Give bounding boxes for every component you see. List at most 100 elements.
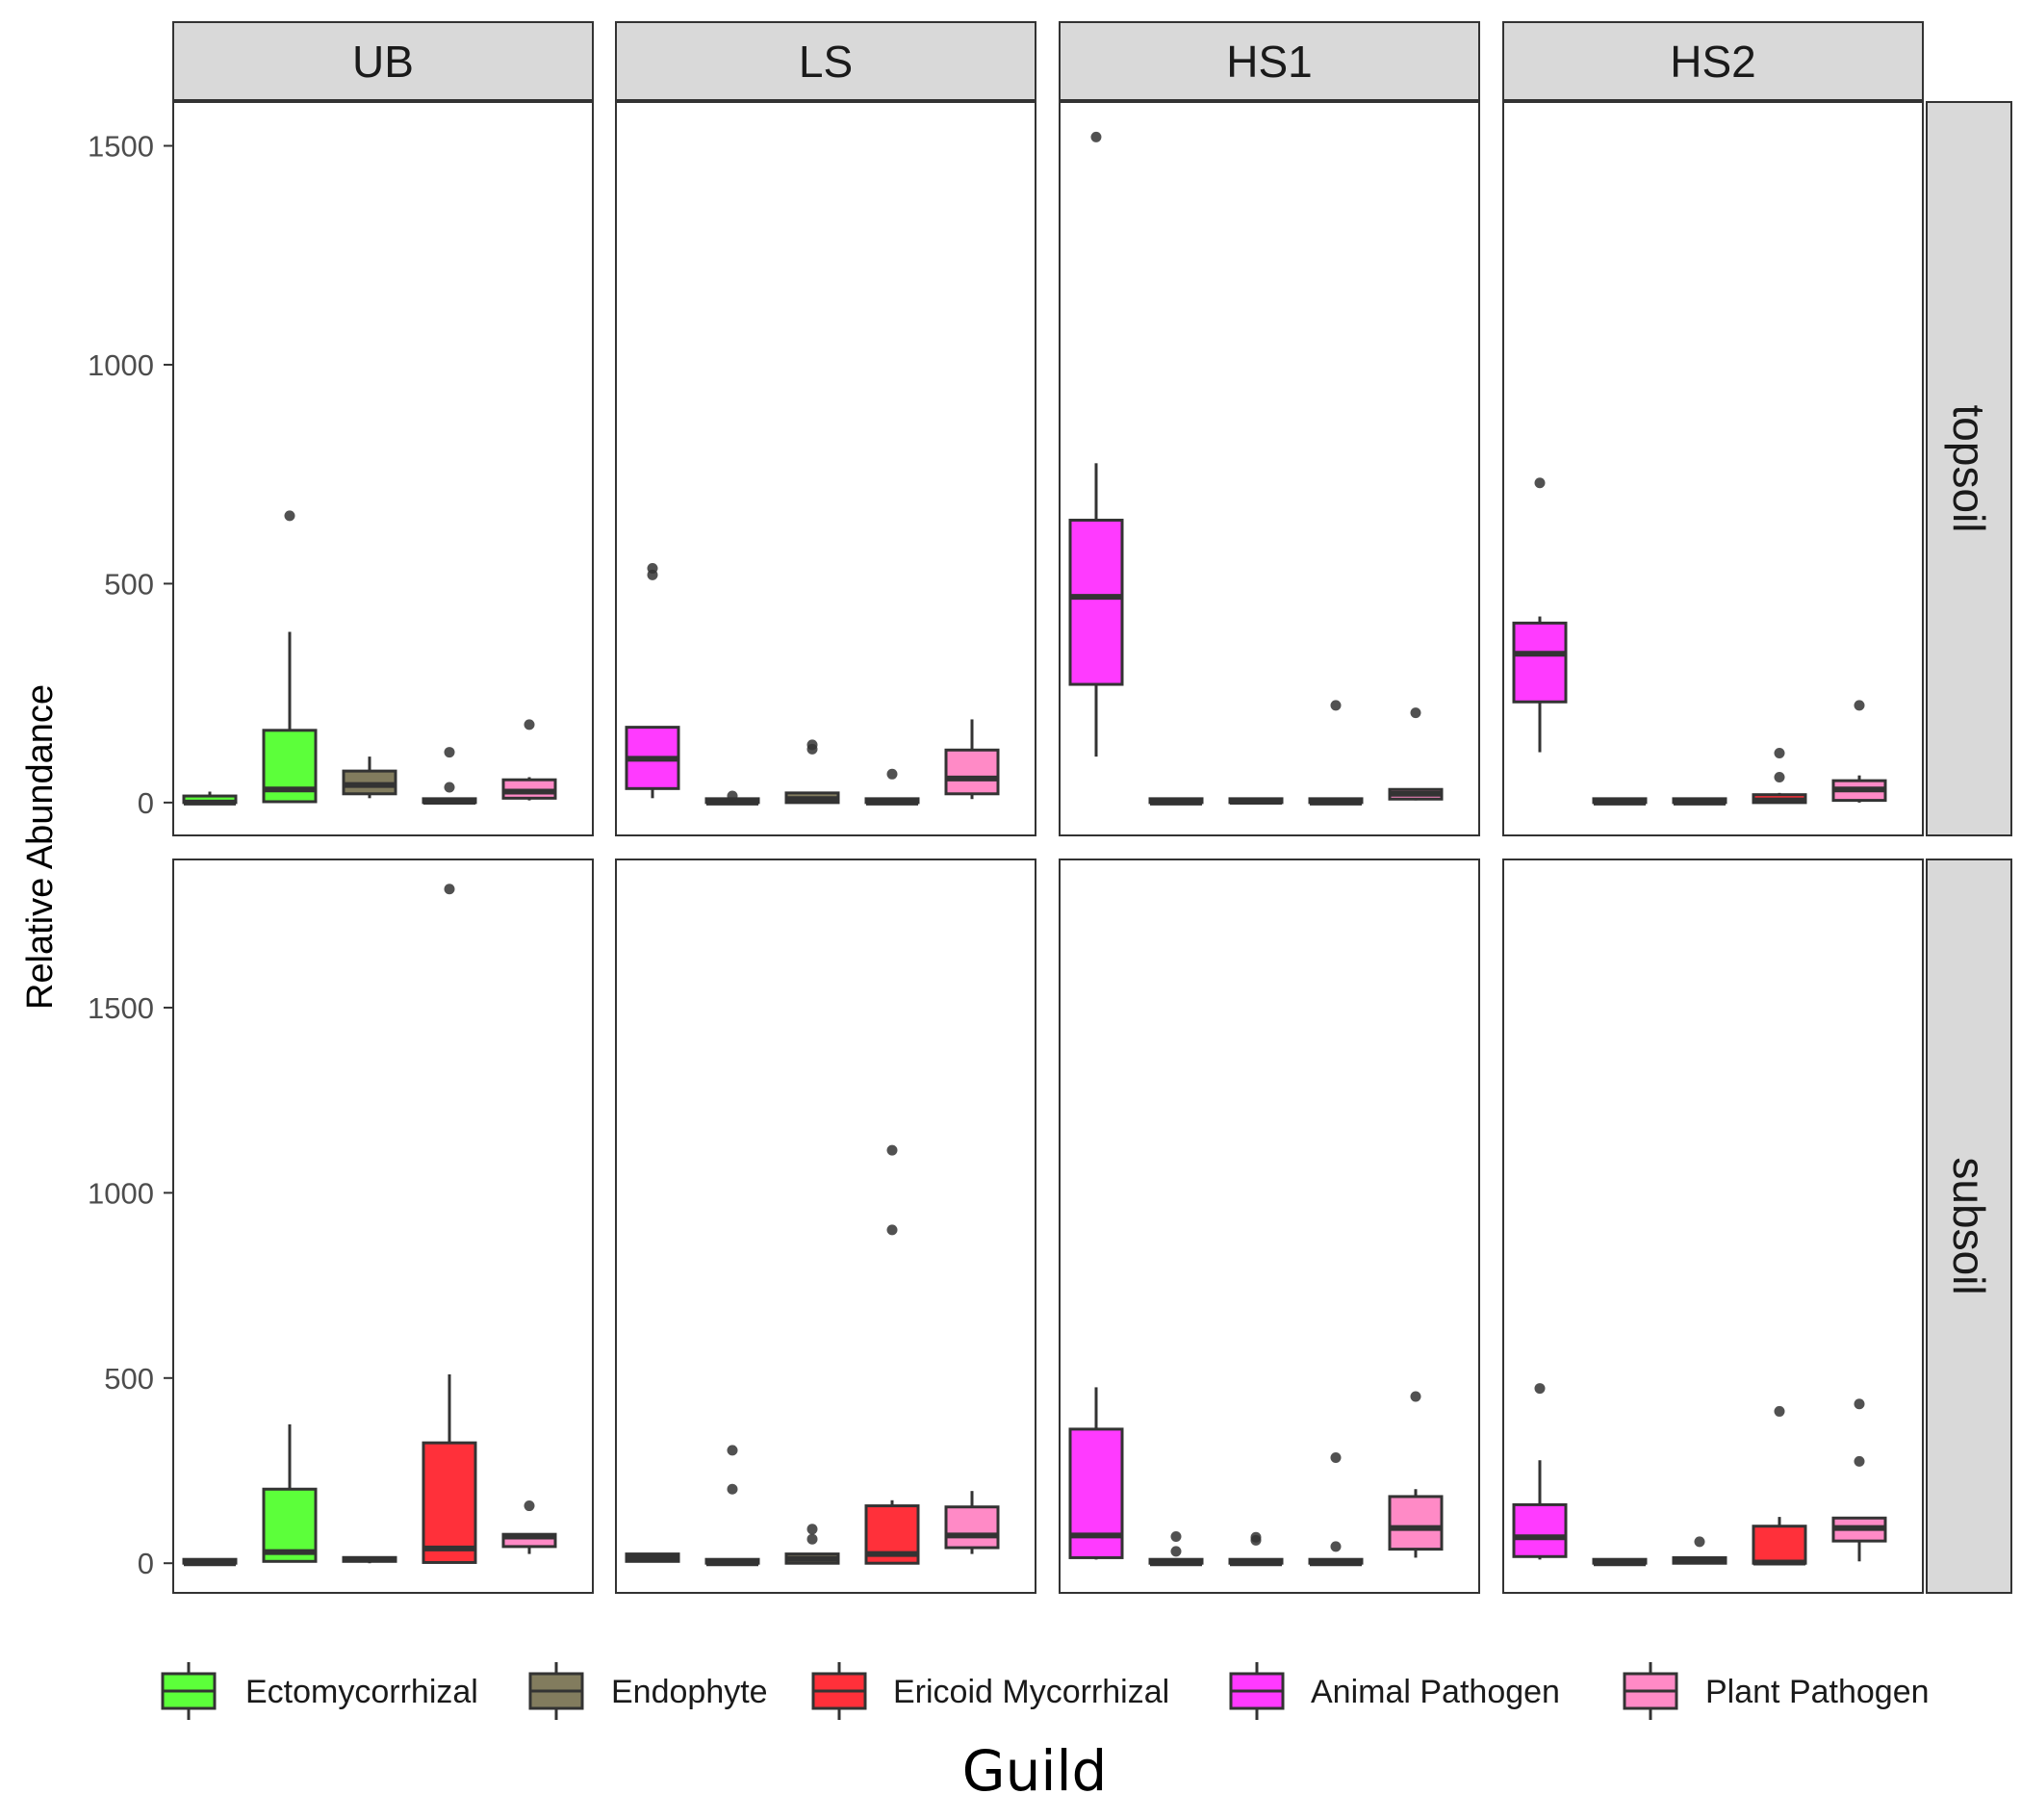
facet-strip-hs2: HS2 <box>1502 21 1924 101</box>
facet-strip-subsoil: subsoil <box>1926 859 2012 1594</box>
legend: Ectomycorrhizal Endophyte Ericoid Mycorrhi… <box>161 1662 1930 1720</box>
facet-strips: UB LS HS1 HS2 topsoil subsoil <box>172 21 2012 1594</box>
box-ericoid-mycorrhizal <box>864 768 920 806</box>
box-ectomycorrhizal <box>1148 1531 1204 1567</box>
box-plant-pathogen <box>944 719 1000 800</box>
box-ectomycorrhizal <box>182 1557 238 1567</box>
panel-background <box>616 859 1036 1593</box>
legend-item-endophyte: Endophyte <box>528 1662 768 1720</box>
facet-strip-topsoil: topsoil <box>1926 101 2012 836</box>
panel-subsoil-ub <box>172 859 594 1594</box>
box-ectomycorrhizal <box>262 1423 318 1563</box>
outlier-point <box>647 562 658 574</box>
outlier-point <box>1330 1541 1342 1552</box>
y-tick-label: 500 <box>104 1362 154 1396</box>
y-axis-subsoil: 0 500 1000 1500 <box>88 991 173 1580</box>
box-ectomycorrhizal <box>182 791 238 806</box>
box-endophyte <box>342 1555 397 1564</box>
panel-topsoil-hs2 <box>1502 101 1924 836</box>
outlier-point <box>886 768 898 780</box>
panel-background <box>1503 859 1923 1593</box>
strip-background <box>1502 21 1924 101</box>
legend-label: Plant Pathogen <box>1705 1674 1930 1710</box>
y-axis-topsoil: 0 500 1000 1500 <box>88 129 173 820</box>
box-endophyte <box>1672 1536 1727 1565</box>
y-tick-label: 1000 <box>88 348 154 382</box>
outlier-point <box>1854 700 1865 711</box>
facet-strip-ub: UB <box>172 21 594 101</box>
outlier-point <box>444 782 455 793</box>
facet-panels <box>172 101 1924 1594</box>
strip-label: subsoil <box>1944 1157 1994 1295</box>
legend-label: Ericoid Mycorrhizal <box>893 1674 1169 1710</box>
outlier-point <box>806 739 818 751</box>
panel-background <box>173 102 593 835</box>
legend-item-ericoid-mycorrhizal: Ericoid Mycorrhizal <box>811 1662 1169 1720</box>
box-animal-pathogen <box>625 562 680 799</box>
panel-border <box>1059 859 1480 1594</box>
box-endophyte <box>784 739 840 805</box>
outlier-point <box>1330 700 1342 711</box>
outlier-point <box>444 747 455 758</box>
outlier-point <box>727 1445 738 1456</box>
outlier-point <box>1170 1531 1182 1543</box>
panel-border <box>1502 859 1924 1594</box>
box-animal-pathogen <box>1512 477 1568 753</box>
box-animal-pathogen <box>1068 131 1124 757</box>
outlier-point <box>1090 131 1102 142</box>
panel-topsoil-ub <box>172 101 594 836</box>
box-animal-pathogen <box>1068 1387 1124 1560</box>
box-ericoid-mycorrhizal <box>1308 1452 1364 1567</box>
box-body <box>1388 1495 1444 1551</box>
box-endophyte <box>1672 797 1727 806</box>
outlier-point <box>886 1224 898 1236</box>
y-axis-label: Relative Abundance <box>20 684 61 1010</box>
strip-background <box>1926 859 2012 1594</box>
y-tick-label: 1000 <box>88 1176 154 1210</box>
box-ericoid-mycorrhizal <box>1308 700 1364 806</box>
box-body <box>1512 621 1568 704</box>
facet-strip-hs1: HS1 <box>1059 21 1480 101</box>
outlier-point <box>444 884 455 895</box>
box-ectomycorrhizal <box>1148 797 1204 806</box>
outlier-point <box>1854 1455 1865 1467</box>
strip-label: LS <box>799 37 853 87</box>
box-body <box>944 748 1000 796</box>
outlier-point <box>1330 1452 1342 1464</box>
panel-border <box>1059 101 1480 836</box>
box-body <box>1068 518 1124 686</box>
box-endophyte <box>342 756 397 799</box>
box-ericoid-mycorrhizal <box>1752 747 1807 805</box>
outlier-point <box>727 1483 738 1495</box>
outlier-point <box>1774 771 1785 782</box>
panel-border <box>615 101 1036 836</box>
panel-border <box>172 101 594 836</box>
outlier-point <box>1410 1391 1421 1402</box>
strip-background <box>172 21 594 101</box>
box-ectomycorrhizal <box>1592 797 1648 806</box>
outlier-point <box>886 1144 898 1156</box>
x-axis-label: Guild <box>962 1738 1108 1804</box>
legend-label: Endophyte <box>611 1674 768 1710</box>
outlier-point <box>1854 1398 1865 1410</box>
box-endophyte <box>1228 1531 1284 1567</box>
box-body <box>1068 1427 1124 1559</box>
y-axes: 0 500 1000 1500 0 500 1000 1500 <box>88 129 173 1580</box>
panel-background <box>1060 859 1479 1593</box>
panel-subsoil-hs2 <box>1502 859 1924 1594</box>
strip-label: HS2 <box>1670 37 1755 87</box>
panel-background <box>1060 102 1479 835</box>
panel-background <box>173 859 593 1593</box>
panel-border <box>1502 101 1924 836</box>
outlier-point <box>1774 747 1785 758</box>
box-plant-pathogen <box>1388 707 1444 801</box>
outlier-point <box>524 719 535 731</box>
box-ectomycorrhizal <box>704 790 760 806</box>
box-ericoid-mycorrhizal <box>1752 1405 1807 1566</box>
legend-item-animal-pathogen: Animal Pathogen <box>1229 1662 1560 1720</box>
outlier-point <box>1534 1383 1546 1395</box>
box-body <box>1752 1525 1807 1565</box>
legend-label: Ectomycorrhizal <box>245 1674 478 1710</box>
outlier-point <box>1410 707 1421 719</box>
